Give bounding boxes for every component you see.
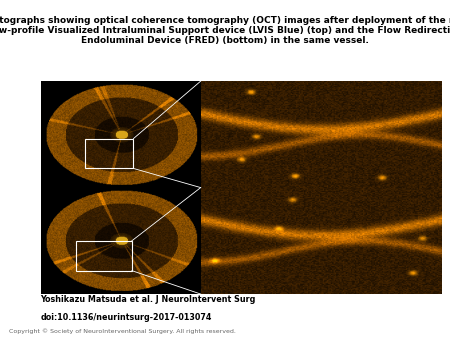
Text: Copyright © Society of NeuroInterventional Surgery. All rights reserved.: Copyright © Society of NeuroIntervention… bbox=[9, 329, 236, 334]
Text: Photographs showing optical coherence tomography (OCT) images after deployment o: Photographs showing optical coherence to… bbox=[0, 16, 450, 45]
Bar bbox=[76, 241, 132, 271]
Text: Yoshikazu Matsuda et al. J NeuroIntervent Surg: Yoshikazu Matsuda et al. J NeuroInterven… bbox=[40, 295, 256, 304]
Bar bbox=[86, 139, 133, 168]
Text: doi:10.1136/neurintsurg-2017-013074: doi:10.1136/neurintsurg-2017-013074 bbox=[40, 313, 212, 322]
Text: JNIS: JNIS bbox=[380, 306, 412, 320]
